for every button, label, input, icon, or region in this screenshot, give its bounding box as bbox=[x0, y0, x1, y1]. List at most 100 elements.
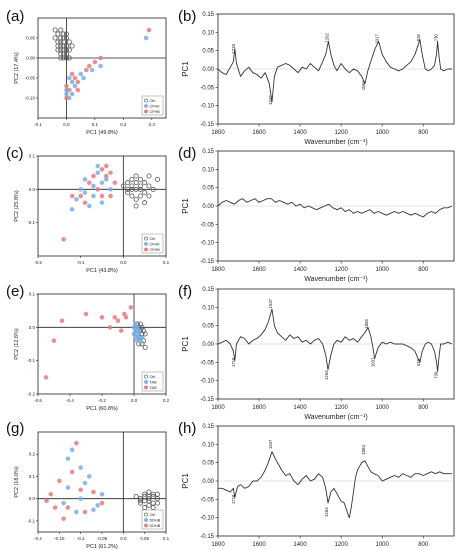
data-point-red bbox=[48, 491, 54, 497]
data-point-red bbox=[104, 173, 109, 179]
peak-annotation: 1718 bbox=[231, 494, 236, 504]
panel-label-e: (e) bbox=[6, 283, 25, 300]
data-point-blue bbox=[91, 183, 96, 189]
data-point-ctrl bbox=[137, 498, 143, 504]
data-point-ctrl bbox=[150, 186, 156, 192]
x-tick-label: 1600 bbox=[252, 405, 266, 411]
data-point-ctrl bbox=[129, 176, 135, 182]
data-point-red bbox=[108, 193, 113, 199]
x-tick-label: 1400 bbox=[293, 267, 307, 273]
legend-marker bbox=[144, 374, 148, 379]
data-point-ctrl bbox=[150, 500, 156, 506]
data-point-red bbox=[57, 478, 62, 484]
data-point-blue bbox=[136, 328, 142, 333]
data-point-red bbox=[75, 87, 81, 93]
x-tick-label: 1200 bbox=[334, 542, 348, 548]
x-tick-label: 1800 bbox=[211, 405, 225, 411]
x-tick-label: 0.2 bbox=[120, 122, 127, 127]
data-point-blue bbox=[98, 63, 103, 69]
data-point-ctrl bbox=[63, 31, 69, 37]
data-point-red bbox=[44, 498, 49, 504]
x-axis-label: Wavenumber (cm⁻¹) bbox=[304, 139, 367, 146]
data-point-ctrl bbox=[66, 39, 72, 45]
data-point-red bbox=[115, 318, 121, 323]
y-tick-label: -0.10 bbox=[200, 104, 214, 110]
data-point-ctrl bbox=[133, 180, 139, 186]
data-point-ctrl bbox=[137, 193, 143, 199]
x-tick-label: 0.1 bbox=[163, 260, 170, 265]
legend-marker bbox=[144, 242, 148, 246]
data-point-ctrl bbox=[129, 183, 135, 189]
data-point-red bbox=[64, 95, 69, 101]
x-axis-label: PC1 (49.8%) bbox=[86, 130, 118, 136]
data-point-ctrl bbox=[146, 502, 152, 508]
data-point-blue bbox=[99, 200, 105, 205]
data-point-red bbox=[107, 325, 113, 330]
data-point-blue bbox=[108, 187, 113, 192]
data-point-red bbox=[59, 318, 65, 323]
data-point-red bbox=[61, 237, 66, 242]
line-panel-b: 1800 1600 1400 1200 1000 800 0.15 0.10 0.05 0.00 -… bbox=[181, 12, 455, 146]
peak-annotation: 1084 bbox=[361, 80, 366, 90]
data-point-ctrl bbox=[146, 173, 152, 179]
x-tick-label: 800 bbox=[418, 542, 429, 548]
data-point-blue bbox=[81, 75, 86, 81]
data-point-blue bbox=[82, 190, 88, 195]
data-point-ctrl bbox=[61, 43, 67, 49]
panel-label-a: (a) bbox=[6, 8, 25, 25]
data-point-red bbox=[69, 193, 75, 199]
data-point-ctrl bbox=[61, 35, 67, 41]
y-tick-label: 0.0 bbox=[29, 187, 36, 192]
y-tick-label: -0.10 bbox=[25, 96, 36, 101]
data-point-ctrl bbox=[137, 176, 143, 182]
legend-label: CFHB bbox=[150, 248, 161, 252]
y-tick-label: -0.05 bbox=[200, 222, 214, 228]
y-axis-label: PC1 bbox=[181, 198, 190, 214]
y-tick-label: 0.05 bbox=[202, 324, 214, 330]
data-point-ctrl bbox=[133, 196, 139, 202]
x-tick-label: -0.2 bbox=[98, 398, 106, 403]
scatter-panel-a: -0.1 0.0 0.1 0.2 0.3 0.05 0.00 -0.05 -0.10 PC1 (4… bbox=[14, 17, 167, 136]
x-tick-label: 0.0 bbox=[120, 536, 127, 541]
data-point-red bbox=[92, 59, 98, 65]
x-tick-label: 1600 bbox=[252, 130, 266, 136]
x-tick-label: -0.6 bbox=[34, 398, 42, 403]
data-point-red bbox=[146, 27, 152, 33]
spectrum-line bbox=[217, 39, 452, 103]
spectrum-line bbox=[217, 308, 453, 372]
y-tick-label: 0.00 bbox=[202, 342, 214, 348]
data-point-blue bbox=[99, 491, 105, 497]
peak-annotation: 1069 bbox=[364, 318, 369, 328]
x-tick-label: 1400 bbox=[293, 542, 307, 548]
data-point-ctrl bbox=[146, 489, 152, 495]
data-point-red bbox=[91, 173, 96, 179]
data-point-blue bbox=[61, 500, 66, 506]
data-point-ctrl bbox=[55, 31, 61, 37]
y-tick-label: -0.10 bbox=[200, 241, 214, 247]
y-tick-label: 0.05 bbox=[202, 186, 214, 192]
x-tick-label: 0.1 bbox=[163, 536, 170, 541]
legend-marker bbox=[144, 523, 148, 528]
data-point-ctrl bbox=[66, 47, 72, 53]
x-tick-label: 1800 bbox=[211, 130, 225, 136]
peak-annotation: 816 bbox=[416, 358, 421, 366]
data-point-red bbox=[99, 167, 105, 172]
panel-label-f: (f) bbox=[178, 283, 193, 300]
legend-label: DDHB bbox=[150, 524, 161, 528]
y-tick-label: -0.15 bbox=[200, 259, 214, 265]
y-tick-label: 0.10 bbox=[202, 442, 214, 448]
data-point-red bbox=[112, 180, 118, 185]
y-tick-label: -0.15 bbox=[200, 122, 214, 128]
x-tick-label: -0.1 bbox=[77, 536, 85, 541]
line-panel-h: 1800 1600 1400 1200 1000 800 0.15 0.10 0.05 0.00 -… bbox=[181, 424, 455, 548]
x-tick-label: 0.0 bbox=[120, 260, 127, 265]
data-point-ctrl bbox=[69, 43, 75, 49]
data-point-red bbox=[83, 311, 89, 317]
data-point-ctrl bbox=[61, 51, 67, 57]
x-tick-label: 1000 bbox=[375, 542, 389, 548]
data-point-red bbox=[52, 505, 58, 510]
scatter-panel-e: -0.6 -0.4 -0.2 0.0 0.2 0.1 0.0 -0.1 -0.2 PC1 (60.… bbox=[14, 292, 170, 413]
legend-marker bbox=[144, 512, 148, 517]
data-point-red bbox=[108, 170, 113, 175]
